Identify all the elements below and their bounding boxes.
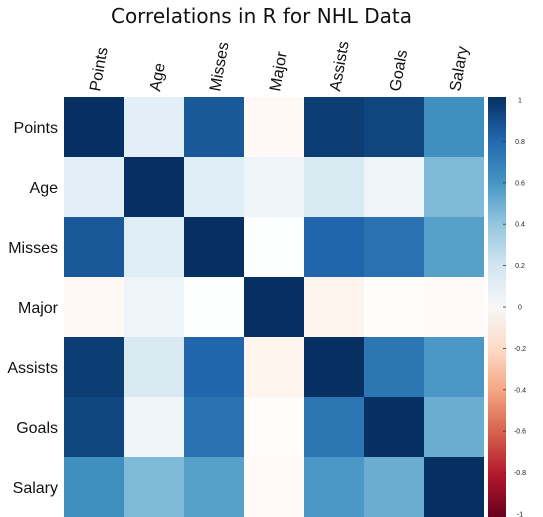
heatmap-cell-salary-points — [64, 457, 124, 517]
heatmap-cell-salary-goals — [364, 457, 424, 517]
heatmap-cell-salary-misses — [184, 457, 244, 517]
heatmap-cell-age-age — [124, 157, 184, 217]
column-label-misses: Misses — [207, 41, 232, 93]
heatmap-cell-points-goals — [364, 97, 424, 157]
row-labels: Points Age Misses Major Assists Goals Salary — [7, 120, 58, 497]
column-label-assists: Assists — [327, 40, 353, 93]
column-label-goals: Goals — [387, 49, 411, 93]
heatmap-cell-age-salary — [424, 157, 484, 217]
heatmap-cell-points-major — [244, 97, 304, 157]
heatmap-cell-points-points — [64, 97, 124, 157]
heatmap-cell-assists-major — [244, 337, 304, 397]
column-label-salary: Salary — [447, 45, 472, 93]
heatmap-cell-goals-points — [64, 397, 124, 457]
heatmap-cell-misses-misses — [184, 217, 244, 277]
heatmap-cell-goals-age — [124, 397, 184, 457]
heatmap-cell-points-misses — [184, 97, 244, 157]
colorbar-tick-label: 0.8 — [515, 139, 525, 146]
heatmap-cell-age-points — [64, 157, 124, 217]
colorbar-tick-label: 0.2 — [515, 263, 525, 270]
heatmap-cell-goals-goals — [364, 397, 424, 457]
heatmap-cell-points-age — [124, 97, 184, 157]
heatmap-cell-major-assists — [304, 277, 364, 337]
colorbar-tick-label: -0.4 — [514, 387, 526, 394]
heatmap-cell-assists-assists — [304, 337, 364, 397]
heatmap-cell-misses-points — [64, 217, 124, 277]
colorbar-gradient — [488, 97, 506, 517]
heatmap-cell-goals-major — [244, 397, 304, 457]
row-label-salary: Salary — [13, 480, 58, 497]
colorbar: 1 0.8 0.6 0.4 0.2 0 -0.2 -0.4 -0.6 -0.8 -1 — [488, 97, 526, 517]
heatmap-cell-goals-misses — [184, 397, 244, 457]
chart-title: Correlations in R for NHL Data — [110, 4, 412, 28]
row-label-assists: Assists — [7, 360, 58, 377]
heatmap-cell-misses-salary — [424, 217, 484, 277]
heatmap-cell-age-misses — [184, 157, 244, 217]
heatmap-cell-major-salary — [424, 277, 484, 337]
row-label-misses: Misses — [8, 240, 58, 257]
row-label-goals: Goals — [16, 420, 58, 437]
heatmap-cell-age-assists — [304, 157, 364, 217]
column-label-major: Major — [267, 50, 291, 93]
colorbar-tick-label: -0.2 — [514, 346, 526, 353]
column-label-points: Points — [87, 46, 111, 93]
heatmap-cell-salary-salary — [424, 457, 484, 517]
heatmap-cell-misses-goals — [364, 217, 424, 277]
colorbar-tick-label: -1 — [517, 512, 523, 517]
heatmap-cell-goals-assists — [304, 397, 364, 457]
heatmap-cell-major-points — [64, 277, 124, 337]
colorbar-tick-label: -0.6 — [514, 429, 526, 436]
heatmap-cell-goals-salary — [424, 397, 484, 457]
heatmap-cell-salary-major — [244, 457, 304, 517]
heatmap-cell-major-goals — [364, 277, 424, 337]
row-label-age: Age — [30, 180, 59, 197]
heatmap-cell-age-goals — [364, 157, 424, 217]
heatmap-cell-assists-salary — [424, 337, 484, 397]
heatmap-cell-major-misses — [184, 277, 244, 337]
colorbar-tick-label: 0.6 — [515, 180, 525, 187]
colorbar-tick-label: 1 — [518, 98, 522, 105]
column-label-age: Age — [147, 62, 169, 93]
heatmap-cell-points-assists — [304, 97, 364, 157]
heatmap-cell-assists-goals — [364, 337, 424, 397]
heatmap-cell-points-salary — [424, 97, 484, 157]
heatmap-cell-salary-assists — [304, 457, 364, 517]
heatmap-cell-major-major — [244, 277, 304, 337]
row-label-major: Major — [18, 300, 59, 317]
heatmap-cell-major-age — [124, 277, 184, 337]
column-labels: Points Age Misses Major Assists Goals Salary — [87, 40, 472, 93]
heatmap-cell-misses-major — [244, 217, 304, 277]
row-label-points: Points — [14, 120, 58, 137]
heatmap-cell-assists-points — [64, 337, 124, 397]
heatmap-cell-assists-age — [124, 337, 184, 397]
heatmap-cell-assists-misses — [184, 337, 244, 397]
colorbar-tick-label: 0.4 — [515, 222, 525, 229]
colorbar-tick-label: -0.8 — [514, 470, 526, 477]
heatmap-cell-salary-age — [124, 457, 184, 517]
colorbar-tick-label: 0 — [518, 305, 522, 312]
heatmap-cell-age-major — [244, 157, 304, 217]
heatmap-cell-misses-age — [124, 217, 184, 277]
heatmap-cell-misses-assists — [304, 217, 364, 277]
heatmap-cells — [64, 97, 484, 517]
